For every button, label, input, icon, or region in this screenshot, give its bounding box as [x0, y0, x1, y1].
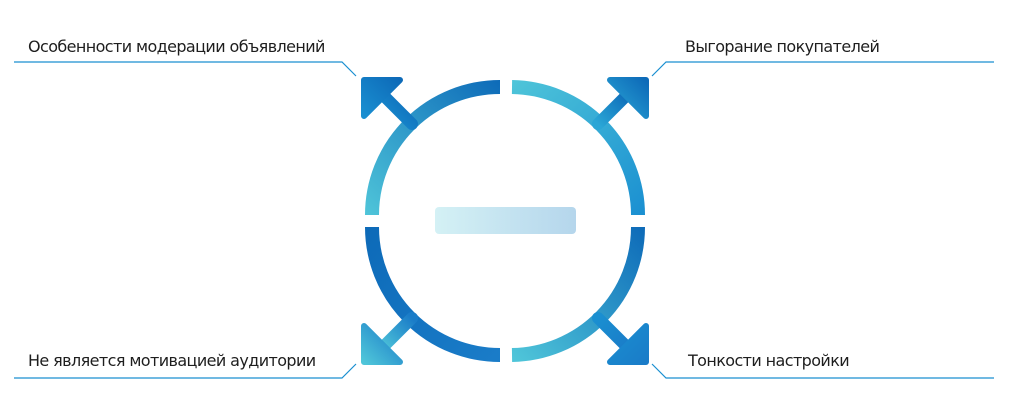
minus-icon: [435, 207, 576, 234]
label-bottom-right: Тонкости настройки: [688, 351, 850, 370]
arrow-bottom-right-icon: [592, 312, 649, 365]
label-top-left: Особенности модерации объявлений: [28, 37, 325, 56]
arrow-top-left-icon: [361, 77, 418, 130]
label-bottom-left: Не является мотивацией аудитории: [28, 351, 316, 370]
leader-line-top-right: [651, 61, 994, 77]
leader-line-top-left: [14, 61, 357, 77]
leader-line-bottom-right: [651, 363, 994, 379]
label-top-right: Выгорание покупателей: [685, 37, 880, 56]
arrow-bottom-left-icon: [361, 312, 418, 365]
arrow-top-right-icon: [592, 77, 649, 130]
leader-line-bottom-left: [14, 363, 357, 379]
